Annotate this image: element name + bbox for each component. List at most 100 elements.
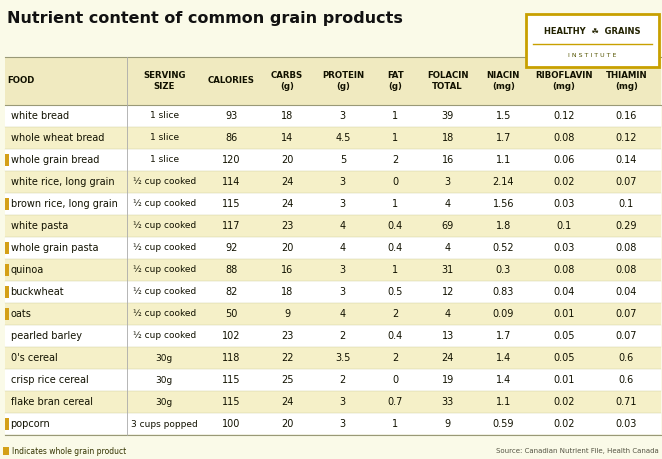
FancyBboxPatch shape bbox=[5, 369, 661, 391]
FancyBboxPatch shape bbox=[5, 242, 9, 254]
Text: 1: 1 bbox=[392, 133, 399, 143]
Text: SERVING
SIZE: SERVING SIZE bbox=[143, 71, 185, 91]
Text: 4: 4 bbox=[340, 309, 346, 319]
Text: ½ cup cooked: ½ cup cooked bbox=[132, 221, 196, 230]
FancyBboxPatch shape bbox=[5, 418, 9, 430]
FancyBboxPatch shape bbox=[5, 198, 9, 210]
Text: 24: 24 bbox=[281, 199, 293, 209]
Text: 2: 2 bbox=[392, 155, 399, 165]
FancyBboxPatch shape bbox=[5, 347, 661, 369]
Text: 13: 13 bbox=[442, 331, 454, 341]
Text: 3: 3 bbox=[340, 199, 346, 209]
Text: 0.5: 0.5 bbox=[387, 287, 403, 297]
Text: 1.5: 1.5 bbox=[496, 111, 511, 121]
Text: 1.4: 1.4 bbox=[496, 353, 511, 363]
Text: 0: 0 bbox=[392, 375, 399, 385]
Text: 102: 102 bbox=[222, 331, 241, 341]
Text: 0.06: 0.06 bbox=[553, 155, 575, 165]
Text: 82: 82 bbox=[225, 287, 238, 297]
Text: 0.1: 0.1 bbox=[619, 199, 634, 209]
Text: 3.5: 3.5 bbox=[335, 353, 350, 363]
Text: 115: 115 bbox=[222, 375, 241, 385]
Text: ½ cup cooked: ½ cup cooked bbox=[132, 199, 196, 208]
Text: NIACIN
(mg): NIACIN (mg) bbox=[487, 71, 520, 91]
FancyBboxPatch shape bbox=[5, 308, 9, 320]
Text: 2: 2 bbox=[392, 309, 399, 319]
Text: 0.04: 0.04 bbox=[553, 287, 575, 297]
Text: 0.83: 0.83 bbox=[493, 287, 514, 297]
Text: 1.1: 1.1 bbox=[496, 397, 511, 407]
Text: 1: 1 bbox=[392, 199, 399, 209]
Text: 3: 3 bbox=[445, 177, 451, 187]
Text: 0.52: 0.52 bbox=[493, 243, 514, 253]
Text: 23: 23 bbox=[281, 331, 293, 341]
Text: 22: 22 bbox=[281, 353, 293, 363]
Text: 0.14: 0.14 bbox=[616, 155, 637, 165]
Text: 3: 3 bbox=[340, 419, 346, 429]
Text: 0.02: 0.02 bbox=[553, 419, 575, 429]
Text: 0.4: 0.4 bbox=[388, 243, 403, 253]
Text: 18: 18 bbox=[442, 133, 454, 143]
Text: 0.12: 0.12 bbox=[616, 133, 637, 143]
Text: 12: 12 bbox=[442, 287, 454, 297]
Text: 115: 115 bbox=[222, 199, 241, 209]
Text: 16: 16 bbox=[281, 265, 293, 275]
Text: ½ cup cooked: ½ cup cooked bbox=[132, 331, 196, 341]
Text: 24: 24 bbox=[281, 397, 293, 407]
Text: 0.07: 0.07 bbox=[616, 309, 637, 319]
Text: flake bran cereal: flake bran cereal bbox=[11, 397, 93, 407]
FancyBboxPatch shape bbox=[5, 105, 661, 127]
FancyBboxPatch shape bbox=[5, 171, 661, 193]
Text: white pasta: white pasta bbox=[11, 221, 68, 231]
Text: 0.6: 0.6 bbox=[619, 353, 634, 363]
Text: 4.5: 4.5 bbox=[335, 133, 350, 143]
FancyBboxPatch shape bbox=[5, 264, 9, 276]
Text: 16: 16 bbox=[442, 155, 454, 165]
Text: 115: 115 bbox=[222, 397, 241, 407]
Text: 2: 2 bbox=[340, 331, 346, 341]
Text: 4: 4 bbox=[340, 243, 346, 253]
Text: 0.02: 0.02 bbox=[553, 397, 575, 407]
Text: 3 cups popped: 3 cups popped bbox=[131, 420, 197, 429]
Text: CALORIES: CALORIES bbox=[208, 77, 255, 85]
Text: 0.03: 0.03 bbox=[553, 199, 575, 209]
Text: CARBS
(g): CARBS (g) bbox=[271, 71, 303, 91]
Text: 3: 3 bbox=[340, 265, 346, 275]
Text: 1.8: 1.8 bbox=[496, 221, 511, 231]
Text: 0.7: 0.7 bbox=[387, 397, 403, 407]
Text: 0.01: 0.01 bbox=[553, 309, 575, 319]
Text: 30g: 30g bbox=[156, 353, 173, 363]
Text: 0.05: 0.05 bbox=[553, 353, 575, 363]
Text: 0.29: 0.29 bbox=[616, 221, 637, 231]
Text: 1.4: 1.4 bbox=[496, 375, 511, 385]
Text: 24: 24 bbox=[281, 177, 293, 187]
Text: 9: 9 bbox=[445, 419, 451, 429]
Text: THIAMIN
(mg): THIAMIN (mg) bbox=[606, 71, 647, 91]
Text: 3: 3 bbox=[340, 287, 346, 297]
Text: 39: 39 bbox=[442, 111, 454, 121]
FancyBboxPatch shape bbox=[5, 237, 661, 259]
Text: whole wheat bread: whole wheat bread bbox=[11, 133, 104, 143]
Text: FOOD: FOOD bbox=[7, 77, 34, 85]
Text: 3: 3 bbox=[340, 397, 346, 407]
Text: 20: 20 bbox=[281, 243, 293, 253]
Text: 0.4: 0.4 bbox=[388, 221, 403, 231]
FancyBboxPatch shape bbox=[5, 57, 661, 105]
Text: 100: 100 bbox=[222, 419, 240, 429]
FancyBboxPatch shape bbox=[5, 413, 661, 435]
Text: 0.08: 0.08 bbox=[616, 265, 637, 275]
Text: 30g: 30g bbox=[156, 375, 173, 385]
Text: 0.71: 0.71 bbox=[616, 397, 637, 407]
Text: 23: 23 bbox=[281, 221, 293, 231]
Text: 88: 88 bbox=[225, 265, 238, 275]
Text: 19: 19 bbox=[442, 375, 454, 385]
Text: Source: Canadian Nutrient File, Health Canada: Source: Canadian Nutrient File, Health C… bbox=[496, 448, 659, 454]
Text: 1: 1 bbox=[392, 419, 399, 429]
Text: 1.7: 1.7 bbox=[496, 331, 511, 341]
Text: whole grain pasta: whole grain pasta bbox=[11, 243, 98, 253]
FancyBboxPatch shape bbox=[5, 127, 661, 149]
Text: 0.02: 0.02 bbox=[553, 177, 575, 187]
Text: 25: 25 bbox=[281, 375, 293, 385]
Text: 4: 4 bbox=[445, 199, 451, 209]
Text: 2: 2 bbox=[392, 353, 399, 363]
